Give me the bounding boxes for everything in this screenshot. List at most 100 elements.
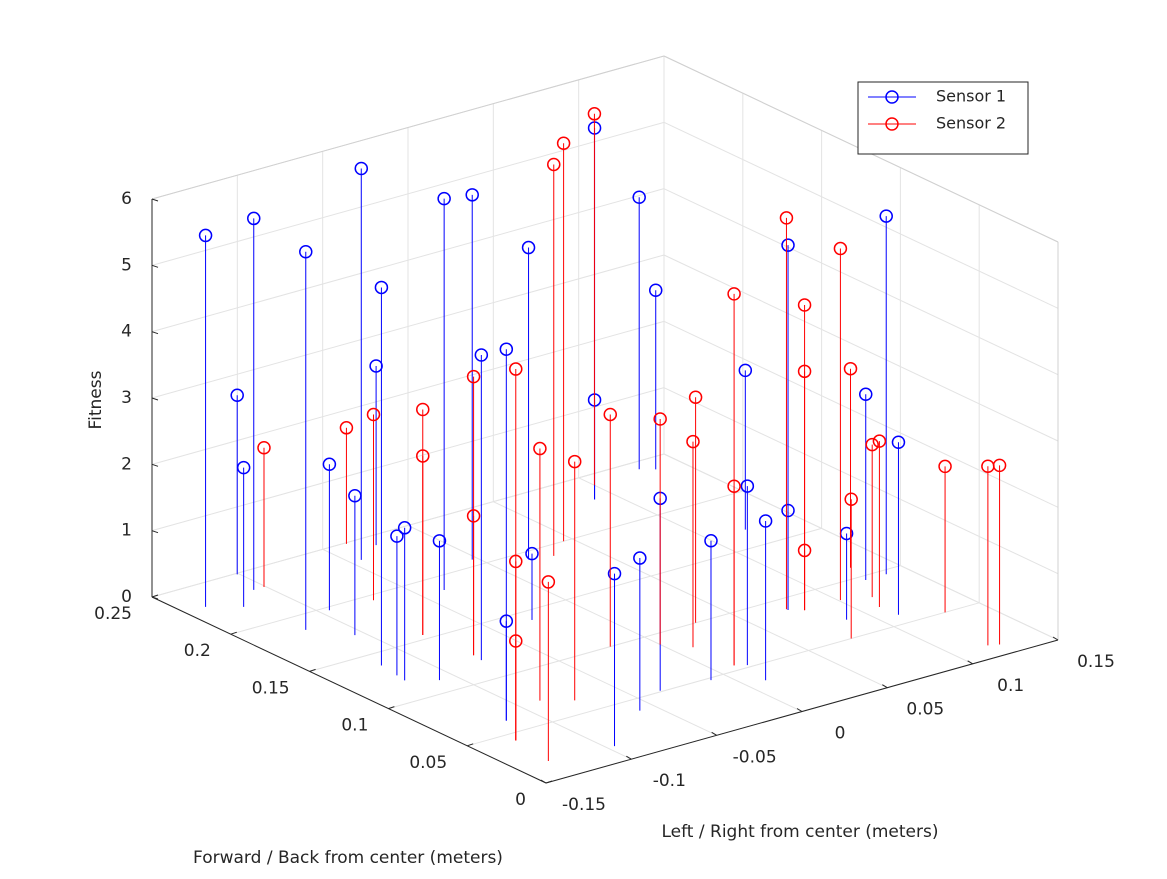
grid-line bbox=[151, 254, 665, 399]
stem-marker bbox=[416, 449, 430, 463]
legend-label: Sensor 1 bbox=[936, 87, 1006, 106]
y-tick bbox=[309, 668, 316, 672]
stem-marker bbox=[758, 514, 773, 528]
z-tick bbox=[151, 596, 159, 600]
stem-marker bbox=[740, 479, 755, 493]
stem-marker bbox=[369, 359, 383, 373]
grid-line bbox=[151, 188, 665, 333]
y-axis-label: Forward / Back from center (meters) bbox=[193, 848, 503, 868]
stem-marker bbox=[607, 566, 622, 581]
stem-marker bbox=[688, 390, 703, 405]
y-tick-label: 0 bbox=[515, 790, 526, 810]
z-axis-label: Fitness bbox=[86, 370, 106, 429]
x-axis-label: Left / Right from center (meters) bbox=[661, 822, 938, 842]
grid-line bbox=[237, 572, 632, 760]
z-tick-label: 0 bbox=[121, 587, 132, 607]
grid-line bbox=[663, 188, 1059, 376]
stem-marker bbox=[704, 534, 718, 548]
x-tick-label: -0.1 bbox=[653, 771, 686, 791]
y-tick bbox=[545, 780, 553, 784]
y-axis bbox=[151, 596, 547, 784]
stem-marker bbox=[499, 342, 514, 356]
x-tick-label: -0.15 bbox=[562, 795, 606, 815]
stem-marker bbox=[632, 190, 646, 205]
stem-marker bbox=[833, 241, 848, 256]
stem-marker bbox=[858, 387, 873, 402]
z-tick-label: 1 bbox=[121, 521, 132, 541]
x-tick bbox=[1052, 636, 1059, 641]
stem-marker bbox=[865, 437, 879, 452]
stem-marker bbox=[247, 211, 261, 226]
stem-marker bbox=[844, 492, 858, 506]
stem-marker bbox=[653, 412, 667, 426]
z-tick bbox=[151, 530, 159, 534]
legend-label: Sensor 2 bbox=[936, 114, 1006, 133]
grid-line bbox=[407, 525, 803, 712]
grid-line bbox=[663, 387, 1059, 575]
stem-marker bbox=[797, 298, 812, 312]
stem-marker bbox=[781, 238, 795, 252]
grid-line bbox=[230, 490, 743, 635]
stem-marker bbox=[879, 209, 893, 223]
grid-line bbox=[322, 548, 717, 736]
series bbox=[257, 107, 1007, 762]
x-tick bbox=[967, 660, 973, 665]
y-tick bbox=[230, 631, 237, 635]
stem-marker bbox=[509, 634, 523, 648]
stem-marker bbox=[374, 280, 389, 295]
stem-marker bbox=[556, 136, 571, 150]
y-tick-label: 0.15 bbox=[252, 678, 290, 698]
z-tick bbox=[151, 463, 159, 467]
stem-marker bbox=[322, 457, 337, 472]
stem-marker bbox=[891, 435, 906, 449]
stem-marker bbox=[686, 434, 700, 449]
stem-marker bbox=[843, 361, 858, 376]
x-tick bbox=[540, 779, 547, 784]
z-tick bbox=[151, 331, 159, 335]
x-tick-label: -0.05 bbox=[733, 747, 777, 767]
stem-marker bbox=[603, 407, 618, 422]
legend: Sensor 1 Sensor 2 bbox=[857, 81, 1029, 155]
stem-marker bbox=[474, 348, 489, 362]
x-tick-label: 0.15 bbox=[1077, 652, 1115, 672]
stem-marker bbox=[354, 161, 369, 176]
x-tick bbox=[711, 731, 717, 736]
grid-line bbox=[578, 477, 973, 665]
stem-marker bbox=[230, 388, 244, 403]
grid-line bbox=[151, 121, 665, 266]
stem-marker bbox=[727, 479, 741, 493]
box-edge bbox=[151, 55, 665, 200]
grid-line bbox=[663, 121, 1059, 309]
stem-marker bbox=[521, 240, 536, 255]
stem-marker bbox=[236, 460, 251, 475]
stem-marker bbox=[547, 157, 561, 172]
x-tick bbox=[796, 708, 803, 712]
stem-marker bbox=[416, 402, 430, 417]
grid-line bbox=[663, 254, 1059, 442]
stem-marker bbox=[339, 421, 354, 435]
stem-marker bbox=[466, 369, 481, 384]
stem-marker bbox=[533, 441, 547, 456]
stem-marker bbox=[509, 362, 523, 376]
x-tick bbox=[626, 755, 632, 760]
stem-marker bbox=[499, 614, 514, 628]
stem-marker bbox=[727, 287, 741, 301]
stem-marker bbox=[390, 529, 404, 543]
stem-marker bbox=[567, 454, 582, 469]
z-tick-label: 6 bbox=[121, 189, 132, 209]
x-tick-label: 0 bbox=[835, 724, 846, 744]
grid-line bbox=[493, 501, 888, 689]
y-tick-label: 0.25 bbox=[94, 604, 132, 624]
y-tick bbox=[151, 594, 159, 598]
x-tick-label: 0.1 bbox=[997, 676, 1024, 696]
y-tick-label: 0.05 bbox=[409, 753, 447, 773]
z-tick bbox=[151, 198, 159, 202]
x-tick bbox=[882, 684, 888, 689]
y-tick bbox=[388, 706, 395, 710]
stem-marker bbox=[432, 534, 447, 548]
grid-line bbox=[467, 602, 980, 747]
stem-marker bbox=[781, 503, 795, 518]
z-tick-label: 5 bbox=[121, 255, 132, 275]
y-tick-label: 0.2 bbox=[184, 641, 211, 661]
stem-marker bbox=[797, 364, 812, 379]
